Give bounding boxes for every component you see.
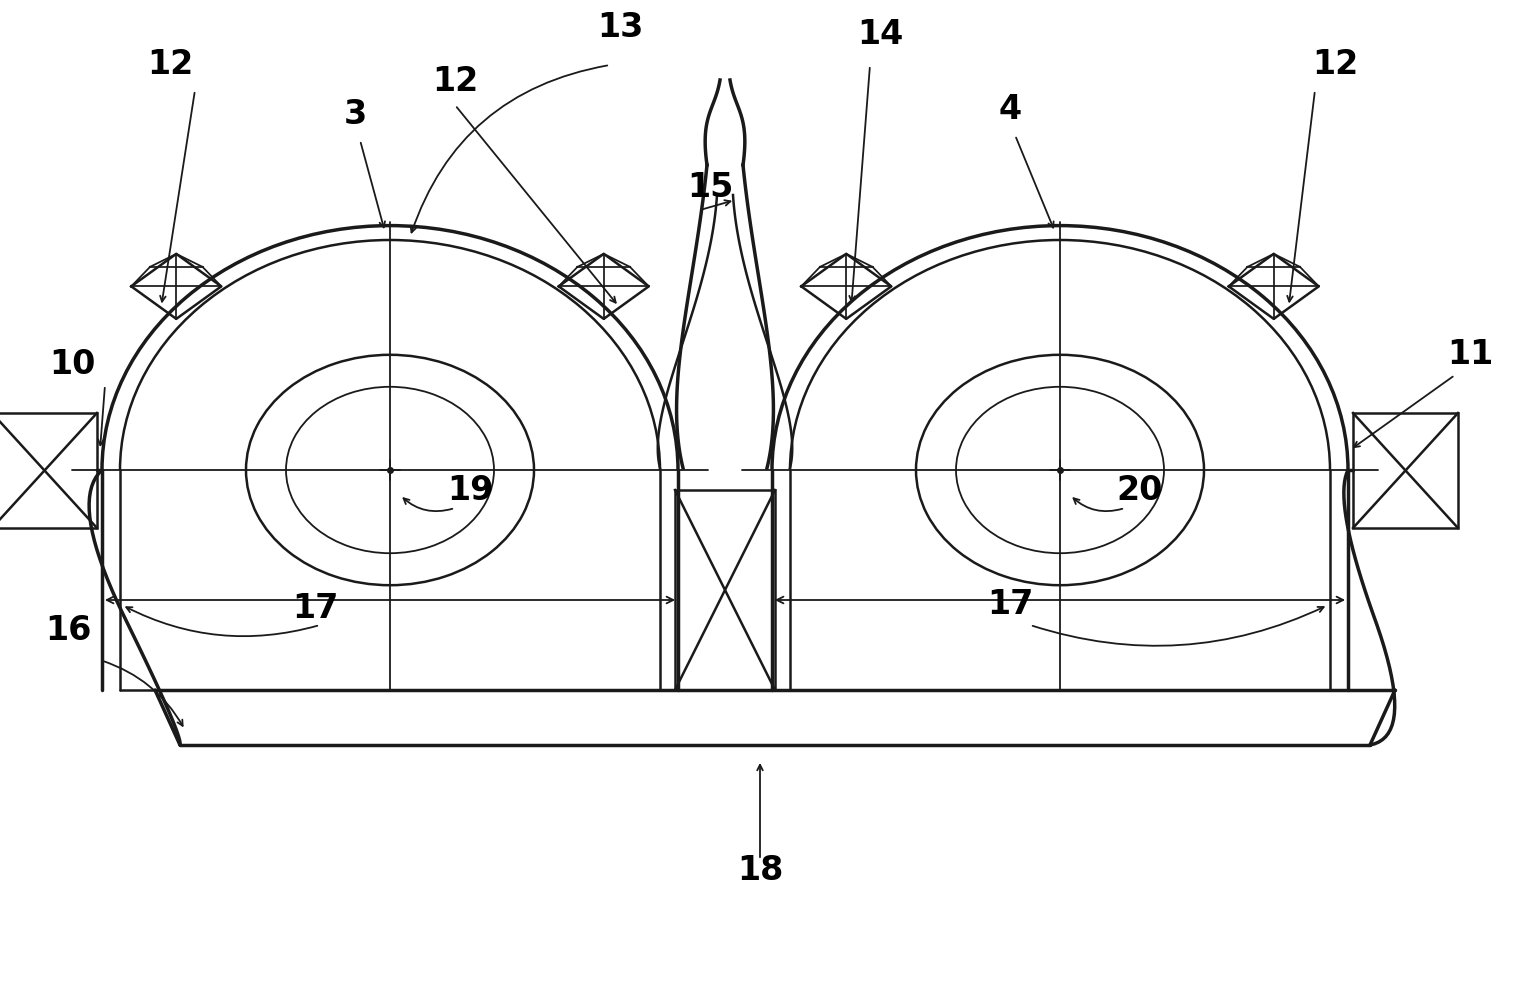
Text: 15: 15	[687, 171, 733, 204]
Text: 14: 14	[856, 19, 904, 52]
Text: 16: 16	[45, 613, 91, 646]
Text: 12: 12	[148, 49, 194, 82]
Text: 12: 12	[1313, 49, 1359, 82]
Bar	[0, 413, 97, 528]
Text: 18: 18	[736, 853, 784, 886]
Text: 13: 13	[596, 12, 642, 45]
Text: 20: 20	[1117, 474, 1164, 506]
Text: 17: 17	[987, 588, 1033, 621]
Bar	[675, 490, 775, 690]
Text: 19: 19	[447, 474, 493, 506]
Text: 12: 12	[432, 66, 478, 99]
Text: 17: 17	[292, 591, 338, 624]
Text: 10: 10	[49, 349, 95, 382]
Bar	[1353, 413, 1459, 528]
Text: 11: 11	[1446, 339, 1492, 372]
Text: 4: 4	[999, 94, 1022, 127]
Text: 3: 3	[343, 99, 367, 132]
